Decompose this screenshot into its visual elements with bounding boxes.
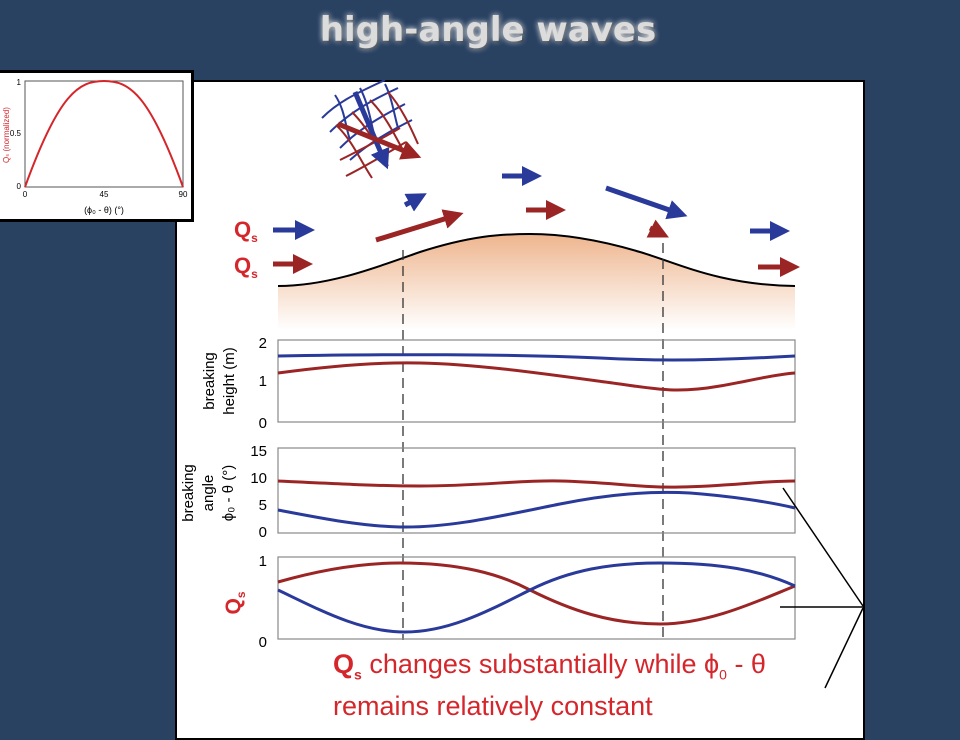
- breaking-height-plot: 2 1 0 breaking height (m): [201, 335, 796, 432]
- slide-title: high-angle waves: [319, 10, 657, 50]
- caption: Qs changes substantially while ϕ0 - θ re…: [333, 648, 766, 722]
- inset-ytick-1: 1: [17, 78, 22, 87]
- qs-arrows: [273, 166, 800, 277]
- breaking-angle-plot: 15 10 5 0 breaking angle ϕ₀ - θ (°): [180, 443, 796, 541]
- angle-ytick-10: 10: [250, 470, 267, 487]
- height-ylabel-1: breaking: [201, 352, 218, 410]
- qs-vs-angle-inset: 1 0.5 0 0 45 90 (ϕ₀ - θ) (°) Qₛ (normali…: [0, 70, 194, 222]
- main-figure-panel: [175, 80, 865, 740]
- angle-ytick-5: 5: [259, 497, 267, 514]
- height-ytick-0: 0: [259, 415, 267, 432]
- pointer-lines: [780, 487, 864, 689]
- qs-ytick-1: 1: [259, 553, 267, 570]
- qs-legend-red: Qs: [234, 253, 258, 281]
- caption-line-2: remains relatively constant: [333, 691, 653, 722]
- height-ytick-1: 1: [259, 373, 267, 390]
- caption-line-1: Qs changes substantially while ϕ0 - θ: [333, 649, 766, 683]
- inset-xtick-90: 90: [179, 190, 188, 199]
- inset-xtick-45: 45: [100, 190, 109, 199]
- angle-ylabel-1: breaking: [180, 464, 197, 522]
- wave-diagram: Qs Qs 2 1 0 breaking height (m) 15 10 5 …: [180, 79, 864, 689]
- qs-legend-blue: Qs: [234, 217, 258, 245]
- inset-xlabel: (ϕ₀ - θ) (°): [84, 205, 124, 215]
- qs-ylabel: Qs: [222, 591, 248, 614]
- inset-xtick-0: 0: [23, 190, 28, 199]
- inset-ytick-05: 0.5: [10, 129, 22, 138]
- inset-ylabel: Qₛ (normalized): [2, 107, 11, 163]
- height-ylabel-2: height (m): [221, 347, 238, 415]
- angle-ytick-15: 15: [250, 443, 267, 460]
- inset-ytick-0: 0: [17, 182, 22, 191]
- inset-chart: 1 0.5 0 0 45 90 (ϕ₀ - θ) (°) Qₛ (normali…: [2, 78, 188, 215]
- angle-ytick-0: 0: [259, 524, 267, 541]
- height-ytick-2: 2: [259, 335, 267, 352]
- angle-ylabel-3: ϕ₀ - θ (°): [220, 465, 237, 521]
- qs-ytick-0: 0: [259, 634, 267, 651]
- qs-plot: 1 0 Qs: [222, 553, 796, 651]
- shoreline-bump: [278, 234, 795, 330]
- angle-ylabel-2: angle: [200, 475, 217, 512]
